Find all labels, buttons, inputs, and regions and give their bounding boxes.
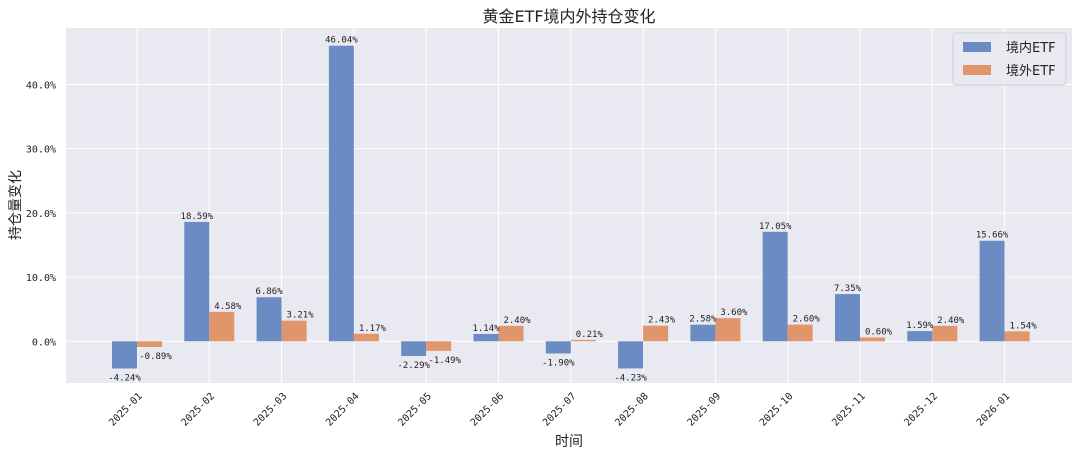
bar-value-label: 18.59% bbox=[181, 212, 214, 222]
y-tick-label: 10.0% bbox=[26, 273, 56, 284]
legend-swatch-domestic bbox=[963, 42, 991, 52]
bar-value-label: 2.40% bbox=[503, 316, 531, 326]
bar-overseas bbox=[209, 311, 235, 342]
x-tick-label: 2025-03 bbox=[252, 391, 290, 429]
bar-value-label: 7.35% bbox=[834, 284, 862, 294]
bar-overseas bbox=[1004, 331, 1030, 342]
x-tick-label: 2025-06 bbox=[469, 391, 507, 429]
bar-value-label: 1.17% bbox=[359, 324, 387, 334]
bar-domestic bbox=[256, 297, 282, 342]
bar-overseas bbox=[353, 333, 379, 342]
y-tick-label: 30.0% bbox=[26, 145, 56, 156]
bar-value-label: -0.89% bbox=[139, 352, 172, 362]
bar-value-label: 4.58% bbox=[214, 302, 242, 312]
bar-value-label: 15.66% bbox=[976, 231, 1009, 241]
bar-domestic bbox=[979, 240, 1005, 342]
bar-value-label: -1.49% bbox=[428, 356, 461, 366]
legend: 境内ETF 境外ETF bbox=[952, 32, 1067, 86]
bar-overseas bbox=[137, 341, 162, 347]
bar-domestic bbox=[184, 221, 210, 342]
x-tick-label: 2025-10 bbox=[758, 391, 796, 429]
bar-domestic bbox=[112, 341, 137, 369]
bar-overseas bbox=[643, 325, 669, 342]
bar-value-label: 3.21% bbox=[287, 311, 315, 321]
y-axis-label: 持仓量变化 bbox=[8, 170, 24, 240]
bar-overseas bbox=[787, 324, 813, 342]
bar-overseas bbox=[570, 339, 596, 342]
bars bbox=[112, 45, 1030, 369]
legend-label-overseas: 境外ETF bbox=[1006, 64, 1056, 79]
x-tick-label: 2025-01 bbox=[107, 391, 145, 429]
bar-domestic bbox=[618, 341, 644, 369]
bar-value-label: 2.60% bbox=[793, 315, 821, 325]
bar-value-label: 1.14% bbox=[472, 324, 500, 334]
bar-domestic bbox=[401, 341, 427, 356]
x-tick-label: 2025-02 bbox=[179, 391, 217, 429]
x-tick-label: 2026-01 bbox=[975, 391, 1013, 429]
legend-swatch-overseas bbox=[963, 65, 991, 75]
bar-value-label: 6.86% bbox=[256, 287, 284, 297]
bar-overseas bbox=[426, 341, 452, 351]
bar-domestic bbox=[473, 333, 499, 342]
bar-domestic bbox=[762, 231, 788, 342]
bar-overseas bbox=[932, 325, 958, 342]
x-tick-label: 2025-08 bbox=[613, 391, 651, 429]
bar-domestic bbox=[835, 294, 860, 342]
x-tick-label: 2025-09 bbox=[686, 391, 724, 429]
bar-value-label: 2.58% bbox=[689, 315, 717, 325]
bar-value-label: 1.59% bbox=[906, 321, 934, 331]
bar-overseas bbox=[498, 325, 524, 342]
y-tick-label: 40.0% bbox=[26, 80, 56, 91]
x-tick-label: 2025-07 bbox=[541, 391, 579, 429]
bar-overseas bbox=[281, 320, 307, 342]
bar-value-label: 2.43% bbox=[648, 316, 676, 326]
bar-value-label: 1.54% bbox=[1010, 321, 1038, 331]
bar-value-label: -1.90% bbox=[542, 358, 575, 368]
bar-value-label: 17.05% bbox=[759, 222, 792, 232]
x-tick-label: 2025-05 bbox=[396, 391, 434, 429]
y-tick-label: 20.0% bbox=[26, 209, 56, 220]
bar-domestic bbox=[328, 45, 354, 342]
x-tick-label: 2025-04 bbox=[324, 391, 362, 429]
bar-domestic bbox=[545, 341, 571, 354]
bar-value-label: 0.60% bbox=[865, 327, 893, 337]
bar-value-label: 0.21% bbox=[576, 330, 604, 340]
x-axis-label: 时间 bbox=[555, 434, 583, 450]
x-tick-label: 2025-12 bbox=[902, 391, 940, 429]
bar-domestic bbox=[690, 324, 716, 342]
bar-domestic bbox=[907, 331, 933, 342]
x-tick-label: 2025-11 bbox=[830, 391, 868, 429]
legend-label-domestic: 境内ETF bbox=[1006, 40, 1056, 56]
bar-overseas bbox=[715, 318, 741, 342]
bar-overseas bbox=[860, 337, 885, 342]
bar-value-label: -4.23% bbox=[614, 373, 647, 383]
bar-value-label: 3.60% bbox=[720, 308, 748, 318]
bar-value-label: 2.40% bbox=[937, 316, 965, 326]
bar-labels: -4.24% 18.59% 6.86% 46.04% -2.29% 1.14% -1.90%… bbox=[108, 36, 1037, 384]
bar-value-label: 46.04% bbox=[325, 36, 358, 46]
bar-value-label: -2.29% bbox=[397, 361, 430, 371]
y-ticks: 0.0% 10.0% 20.0% 30.0% 40.0% bbox=[26, 80, 56, 348]
y-tick-label: 0.0% bbox=[32, 337, 56, 348]
x-ticks: 2025-01 2025-02 2025-03 2025-04 2025-05 2025-… bbox=[107, 391, 1012, 429]
chart-title: 黄金ETF境内外持仓变化 bbox=[482, 7, 655, 26]
bar-value-label: -4.24% bbox=[108, 373, 141, 383]
